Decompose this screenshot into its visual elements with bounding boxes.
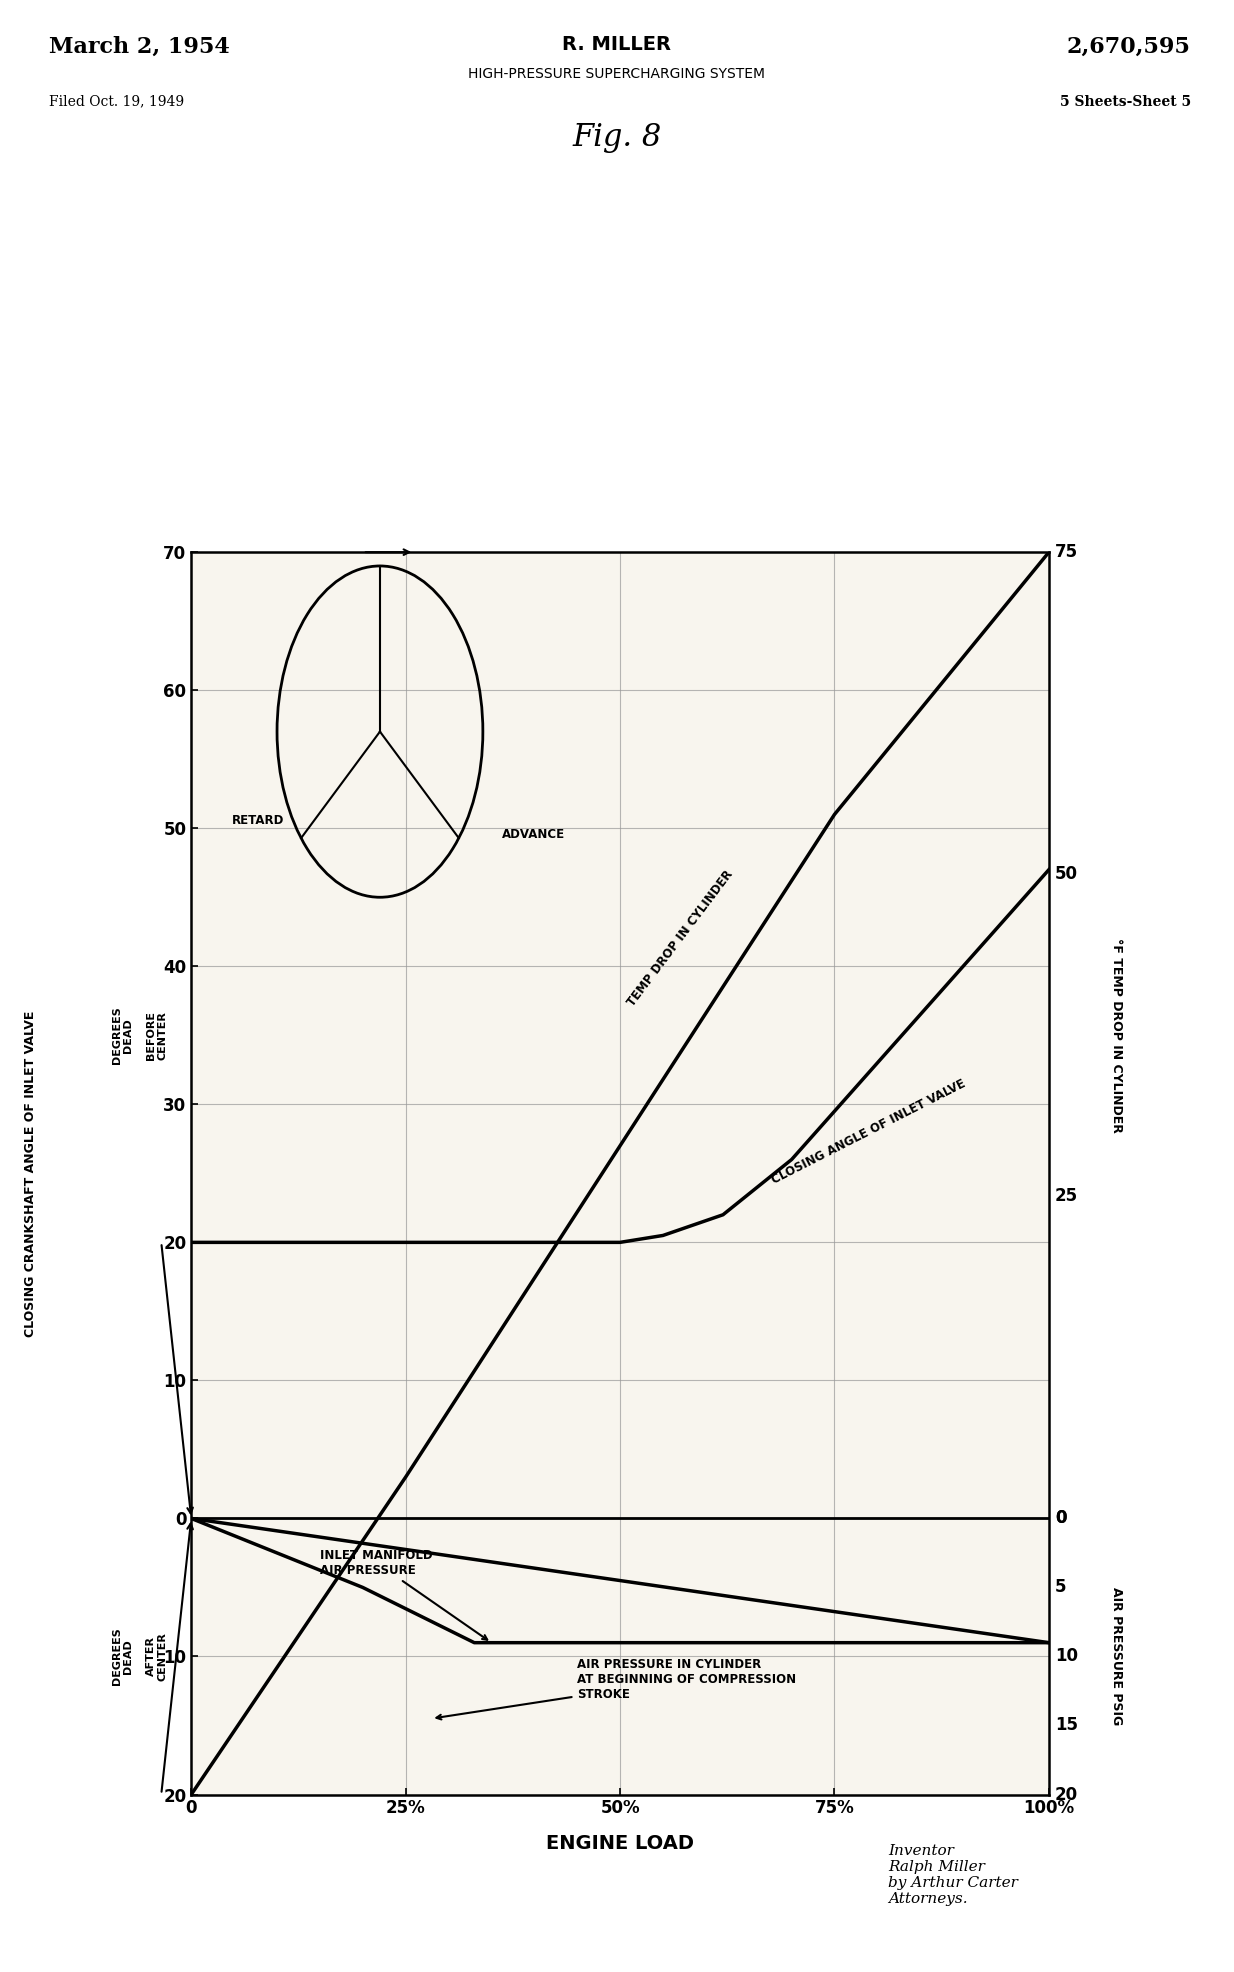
Text: CLOSING CRANKSHAFT ANGLE OF INLET VALVE: CLOSING CRANKSHAFT ANGLE OF INLET VALVE xyxy=(25,1010,37,1337)
Text: BEFORE
CENTER: BEFORE CENTER xyxy=(146,1012,168,1059)
Text: Inventor
Ralph Miller
by Arthur Carter
Attorneys.: Inventor Ralph Miller by Arthur Carter A… xyxy=(888,1844,1018,1907)
Text: CLOSING ANGLE OF INLET VALVE: CLOSING ANGLE OF INLET VALVE xyxy=(770,1077,967,1187)
Text: Fig. 8: Fig. 8 xyxy=(573,122,661,154)
Text: DEGREES
DEAD: DEGREES DEAD xyxy=(112,1627,133,1686)
Text: ADVANCE: ADVANCE xyxy=(502,828,565,842)
Text: R. MILLER: R. MILLER xyxy=(563,35,671,55)
Text: RETARD: RETARD xyxy=(232,814,284,828)
Text: 5 Sheets-Sheet 5: 5 Sheets-Sheet 5 xyxy=(1060,95,1191,108)
Text: 25: 25 xyxy=(1055,1187,1079,1205)
Text: 75: 75 xyxy=(1055,542,1079,562)
Text: 20: 20 xyxy=(1055,1785,1079,1804)
Text: 2,670,595: 2,670,595 xyxy=(1067,35,1191,57)
Text: °F TEMP DROP IN CYLINDER: °F TEMP DROP IN CYLINDER xyxy=(1111,939,1123,1132)
Text: March 2, 1954: March 2, 1954 xyxy=(49,35,230,57)
Text: Filed Oct. 19, 1949: Filed Oct. 19, 1949 xyxy=(49,95,185,108)
Text: 0: 0 xyxy=(1055,1509,1066,1528)
Text: 15: 15 xyxy=(1055,1716,1079,1735)
Text: INLET MANIFOLD
AIR PRESSURE: INLET MANIFOLD AIR PRESSURE xyxy=(320,1548,487,1641)
Text: 0: 0 xyxy=(1055,1509,1066,1528)
Text: AIR PRESSURE PSIG: AIR PRESSURE PSIG xyxy=(1111,1587,1123,1726)
Text: 50: 50 xyxy=(1055,866,1079,883)
Text: HIGH-PRESSURE SUPERCHARGING SYSTEM: HIGH-PRESSURE SUPERCHARGING SYSTEM xyxy=(469,67,765,81)
Text: AIR PRESSURE IN CYLINDER
AT BEGINNING OF COMPRESSION
STROKE: AIR PRESSURE IN CYLINDER AT BEGINNING OF… xyxy=(437,1658,796,1720)
Text: DEGREES
DEAD: DEGREES DEAD xyxy=(112,1006,133,1065)
Text: 5: 5 xyxy=(1055,1578,1066,1597)
Text: 10: 10 xyxy=(1055,1647,1079,1666)
Text: AFTER
CENTER: AFTER CENTER xyxy=(146,1633,168,1680)
Text: TEMP DROP IN CYLINDER: TEMP DROP IN CYLINDER xyxy=(624,868,735,1010)
X-axis label: ENGINE LOAD: ENGINE LOAD xyxy=(547,1834,694,1854)
